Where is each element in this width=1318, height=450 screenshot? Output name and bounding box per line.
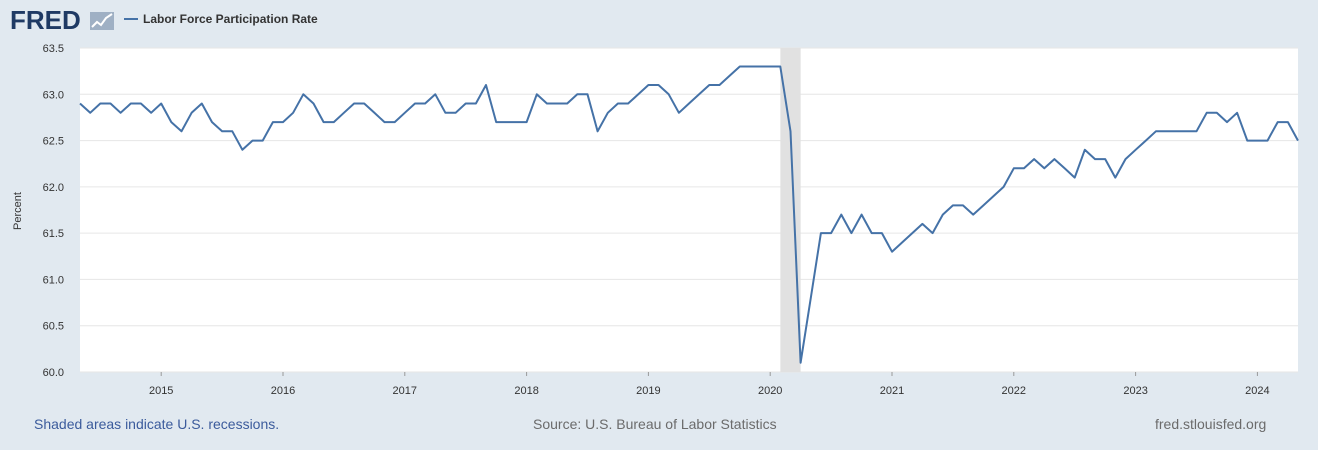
x-axis: 2015 2016 2017 2018 2019 2020 2021 2022 2023 2024 — [149, 372, 1270, 397]
recession-band — [780, 48, 801, 372]
plot-area — [80, 48, 1298, 372]
y-tick-label: 60.0 — [43, 367, 64, 379]
recession-note[interactable]: Shaded areas indicate U.S. recessions. — [34, 416, 280, 432]
gridlines — [80, 47, 1298, 373]
x-tick-label: 2015 — [149, 385, 173, 397]
recession-shading — [780, 48, 801, 372]
y-tick-label: 62.5 — [43, 136, 64, 148]
y-axis: 60.0 60.5 61.0 61.5 62.0 62.5 63.0 63.5 — [43, 43, 64, 379]
site-link[interactable]: fred.stlouisfed.org — [1155, 416, 1267, 432]
series-line[interactable] — [79, 65, 1299, 364]
x-tick-label: 2022 — [1002, 385, 1026, 397]
x-tick-label: 2021 — [880, 385, 904, 397]
x-tick-label: 2024 — [1245, 385, 1269, 397]
fred-logo-text: FRED — [10, 5, 81, 35]
x-tick-label: 2016 — [271, 385, 295, 397]
y-tick-label: 62.0 — [43, 182, 64, 194]
fred-logo-chart-icon — [90, 12, 114, 30]
y-tick-label: 61.0 — [43, 274, 64, 286]
y-tick-label: 60.5 — [43, 321, 64, 333]
y-tick-label: 61.5 — [43, 228, 64, 240]
y-tick-label: 63.0 — [43, 89, 64, 101]
legend[interactable]: Labor Force Participation Rate — [124, 12, 318, 26]
source-note: Source: U.S. Bureau of Labor Statistics — [533, 416, 777, 432]
x-tick-label: 2020 — [758, 385, 782, 397]
legend-label: Labor Force Participation Rate — [143, 12, 318, 26]
y-axis-label: Percent — [12, 192, 24, 230]
fred-logo[interactable]: FRED — [10, 5, 114, 35]
x-tick-label: 2017 — [393, 385, 417, 397]
x-tick-label: 2023 — [1123, 385, 1147, 397]
x-tick-label: 2018 — [514, 385, 538, 397]
series-layer[interactable] — [79, 65, 1299, 364]
y-tick-label: 63.5 — [43, 43, 64, 55]
x-tick-label: 2019 — [636, 385, 660, 397]
